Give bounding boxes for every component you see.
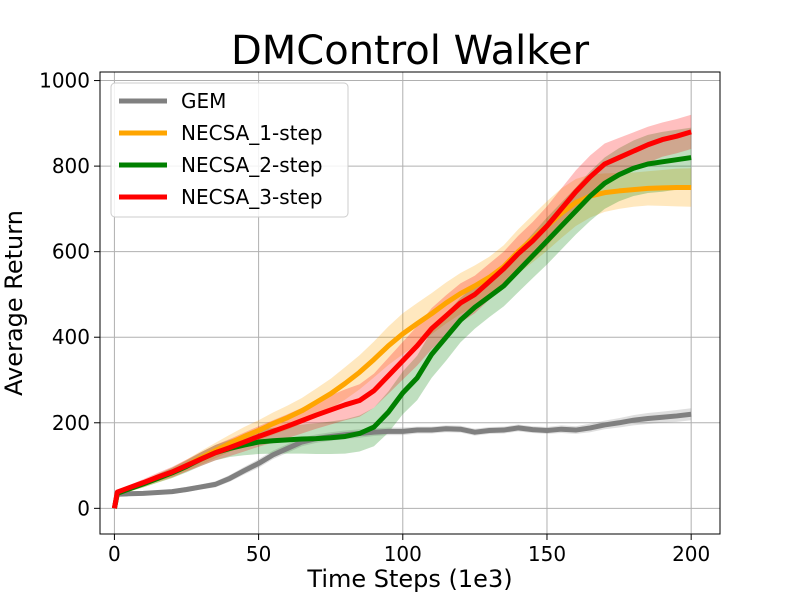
legend-label: NECSA_1-step [181,121,323,145]
band-necsa-3-step [114,114,692,509]
legend-item-necsa-2-step: NECSA_2-step [119,153,323,177]
plot-area-frame [99,71,721,535]
series-line-gem [111,411,692,509]
x-tick-label: 0 [108,542,121,566]
y-tick-label: 1000 [39,69,90,93]
y-tick-label: 400 [52,325,90,349]
legend: GEM NECSA_1-step NECSA_2-step NECSA_3-step [110,82,349,218]
x-tick-label: 200 [672,542,710,566]
chart-title: DMControl Walker [231,28,590,74]
y-tick-label: 800 [52,154,90,178]
legend-label: GEM [181,89,226,113]
band-necsa-1-step [114,168,692,509]
x-axis-label: Time Steps (1e3) [306,565,512,593]
legend-label: NECSA_3-step [181,185,323,209]
legend-label: NECSA_2-step [181,153,323,177]
y-tick-label: 0 [77,496,90,520]
legend-item-necsa-1-step: NECSA_1-step [119,121,323,145]
y-tick-label: 600 [52,240,90,264]
axis-ticks: 0 50 100 150 200 0 200 400 600 800 1000 [39,69,710,566]
x-tick-label: 150 [528,542,566,566]
legend-item-gem: GEM [119,89,226,113]
series-lines [111,129,692,509]
legend-item-necsa-3-step: NECSA_3-step [119,185,323,209]
y-axis-label: Average Return [0,210,28,396]
band-gem [114,408,692,509]
x-tick-label: 100 [384,542,422,566]
y-tick-label: 200 [52,411,90,435]
x-tick-label: 50 [246,542,271,566]
series-line-necsa-3-step [111,129,692,509]
legend-box [110,82,349,218]
